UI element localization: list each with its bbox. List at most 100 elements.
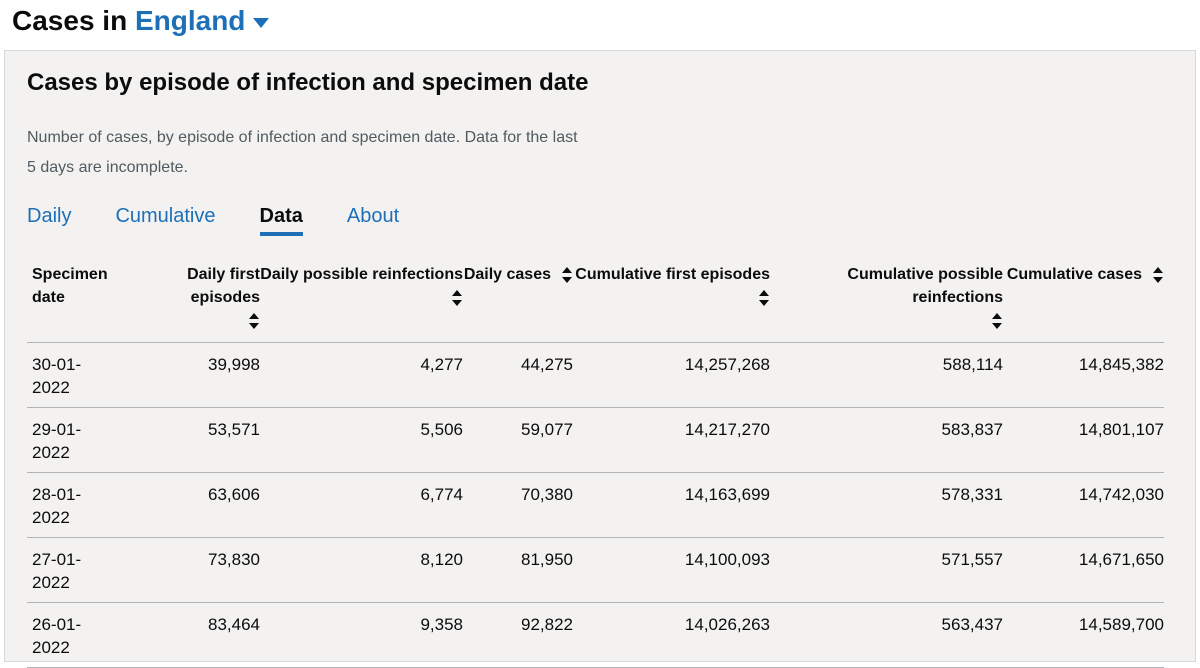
cell-text: 563,437 bbox=[941, 615, 1003, 634]
table-cell: 70,380 bbox=[463, 472, 573, 538]
table-cell: 26-01-2022 bbox=[27, 602, 137, 668]
tab[interactable]: About bbox=[346, 205, 400, 227]
column-label: Specimen date bbox=[32, 266, 108, 306]
cell-text: 4,277 bbox=[420, 355, 463, 374]
card-title: Cases by episode of infection and specim… bbox=[27, 69, 589, 96]
table-cell: 14,845,382 bbox=[1003, 342, 1164, 408]
cell-text: 14,100,093 bbox=[684, 550, 770, 569]
cell-text: 14,026,263 bbox=[684, 615, 770, 634]
table-row: 26-01-2022 83,464 9,358 92,822 14,026,263 563… bbox=[27, 602, 1164, 668]
column-label: Cumulative possible reinfections bbox=[847, 266, 1003, 306]
column-header[interactable]: Specimen date bbox=[27, 260, 137, 343]
cell-text: 81,950 bbox=[521, 550, 573, 569]
table-cell: 39,998 bbox=[137, 342, 260, 408]
cell-text: 53,571 bbox=[208, 420, 260, 439]
table-row: 28-01-2022 63,606 6,774 70,380 14,163,699 578… bbox=[27, 472, 1164, 538]
cell-text: 14,589,700 bbox=[1078, 615, 1164, 634]
column-header[interactable]: Cumulative possible reinfections bbox=[770, 260, 1003, 343]
tab[interactable]: Data bbox=[259, 205, 303, 236]
table-cell: 30-01-2022 bbox=[27, 342, 137, 408]
header-row: Specimen date Daily first episodes Daily p… bbox=[27, 260, 1164, 343]
table-cell: 44,275 bbox=[463, 342, 573, 408]
cell-text: 8,120 bbox=[420, 550, 463, 569]
sort-icon[interactable] bbox=[248, 312, 260, 330]
table-cell: 14,257,268 bbox=[573, 342, 770, 408]
table-cell: 583,837 bbox=[770, 407, 1003, 473]
column-header[interactable]: Daily first episodes bbox=[137, 260, 260, 343]
table-body: 30-01-2022 39,998 4,277 44,275 14,257,268 588… bbox=[27, 342, 1164, 668]
table-cell: 29-01-2022 bbox=[27, 407, 137, 473]
table-cell: 81,950 bbox=[463, 537, 573, 603]
table-cell: 14,100,093 bbox=[573, 537, 770, 603]
cell-text: 44,275 bbox=[521, 355, 573, 374]
tab[interactable]: Cumulative bbox=[115, 205, 216, 227]
table-cell: 27-01-2022 bbox=[27, 537, 137, 603]
sort-icon[interactable] bbox=[1152, 266, 1164, 284]
table-cell: 588,114 bbox=[770, 342, 1003, 408]
sort-icon[interactable] bbox=[451, 289, 463, 307]
column-header[interactable]: Cumulative first episodes bbox=[573, 260, 770, 343]
table-cell: 578,331 bbox=[770, 472, 1003, 538]
table-cell: 83,464 bbox=[137, 602, 260, 668]
column-header[interactable]: Daily cases bbox=[463, 260, 573, 343]
table-cell: 14,217,270 bbox=[573, 407, 770, 473]
cell-text: 578,331 bbox=[941, 485, 1003, 504]
cell-text: 14,671,650 bbox=[1078, 550, 1164, 569]
tab[interactable]: Daily bbox=[27, 205, 72, 227]
page-title: Cases in England bbox=[12, 5, 270, 37]
dropdown-caret[interactable] bbox=[253, 17, 270, 28]
table-cell: 6,774 bbox=[260, 472, 463, 538]
cell-text: 14,801,107 bbox=[1078, 420, 1164, 439]
column-label: Cumulative first episodes bbox=[575, 266, 770, 284]
cell-text: 6,774 bbox=[420, 485, 463, 504]
cell-text: 70,380 bbox=[521, 485, 573, 504]
cell-text: 583,837 bbox=[941, 420, 1003, 439]
column-label: Daily possible reinfections bbox=[260, 266, 463, 284]
column-header[interactable]: Daily possible reinfections bbox=[260, 260, 463, 343]
cell-text: 28-01-2022 bbox=[32, 485, 82, 527]
cell-text: 9,358 bbox=[420, 615, 463, 634]
sort-icon[interactable] bbox=[758, 289, 770, 307]
data-table: Specimen date Daily first episodes Daily p… bbox=[27, 260, 1164, 668]
column-label: Daily cases bbox=[463, 266, 551, 284]
table-row: 30-01-2022 39,998 4,277 44,275 14,257,268 588… bbox=[27, 342, 1164, 408]
cell-text: 5,506 bbox=[420, 420, 463, 439]
table-cell: 5,506 bbox=[260, 407, 463, 473]
table-cell: 14,589,700 bbox=[1003, 602, 1164, 668]
column-label: Cumulative cases bbox=[1006, 266, 1142, 284]
cell-text: 14,257,268 bbox=[684, 355, 770, 374]
cell-text: 92,822 bbox=[521, 615, 573, 634]
cell-text: 59,077 bbox=[521, 420, 573, 439]
table-cell: 14,801,107 bbox=[1003, 407, 1164, 473]
table-cell: 14,742,030 bbox=[1003, 472, 1164, 538]
cell-text: 26-01-2022 bbox=[32, 615, 82, 657]
cell-text: 63,606 bbox=[208, 485, 260, 504]
cell-text: 14,845,382 bbox=[1078, 355, 1164, 374]
cell-text: 14,217,270 bbox=[684, 420, 770, 439]
tabs: Daily Cumulative Data About bbox=[27, 205, 399, 236]
area-selector[interactable]: England bbox=[134, 5, 246, 36]
table-cell: 28-01-2022 bbox=[27, 472, 137, 538]
cell-text: 27-01-2022 bbox=[32, 550, 82, 592]
column-label: Daily first episodes bbox=[187, 266, 260, 306]
table-row: 29-01-2022 53,571 5,506 59,077 14,217,270 583… bbox=[27, 407, 1164, 473]
sort-icon[interactable] bbox=[561, 266, 573, 284]
table-cell: 14,671,650 bbox=[1003, 537, 1164, 603]
table-cell: 563,437 bbox=[770, 602, 1003, 668]
table-cell: 14,026,263 bbox=[573, 602, 770, 668]
table-cell: 571,557 bbox=[770, 537, 1003, 603]
title-prefix: Cases in bbox=[12, 5, 128, 36]
column-header[interactable]: Cumulative cases bbox=[1003, 260, 1164, 343]
table-cell: 9,358 bbox=[260, 602, 463, 668]
table-cell: 53,571 bbox=[137, 407, 260, 473]
table-row: 27-01-2022 73,830 8,120 81,950 14,100,093 571… bbox=[27, 537, 1164, 603]
card-description: Number of cases, by episode of infection… bbox=[27, 129, 578, 176]
cell-text: 39,998 bbox=[208, 355, 260, 374]
cell-text: 14,742,030 bbox=[1078, 485, 1164, 504]
cell-text: 14,163,699 bbox=[684, 485, 770, 504]
sort-icon[interactable] bbox=[991, 312, 1003, 330]
table-cell: 59,077 bbox=[463, 407, 573, 473]
table-cell: 4,277 bbox=[260, 342, 463, 408]
header: Cases in England bbox=[0, 0, 1200, 50]
